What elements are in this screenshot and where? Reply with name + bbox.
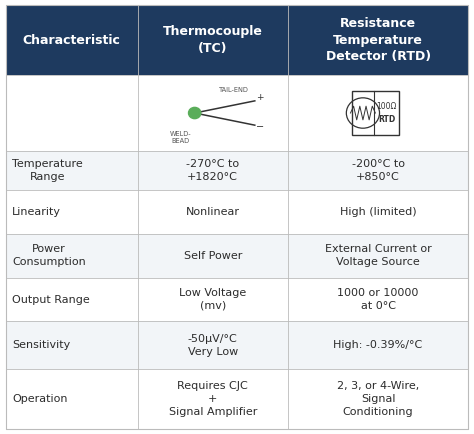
FancyBboxPatch shape [6, 234, 137, 278]
Text: High: -0.39%/°C: High: -0.39%/°C [334, 340, 423, 350]
Text: Temperature
Range: Temperature Range [12, 159, 83, 182]
FancyBboxPatch shape [137, 75, 288, 151]
FancyBboxPatch shape [288, 190, 468, 234]
FancyBboxPatch shape [288, 75, 468, 151]
FancyBboxPatch shape [6, 190, 137, 234]
Text: Self Power: Self Power [183, 251, 242, 261]
FancyBboxPatch shape [352, 91, 400, 135]
Text: Linearity: Linearity [12, 207, 61, 217]
Text: Nonlinear: Nonlinear [186, 207, 240, 217]
Text: External Current or
Voltage Source: External Current or Voltage Source [325, 244, 431, 267]
FancyBboxPatch shape [6, 278, 137, 322]
FancyBboxPatch shape [288, 234, 468, 278]
Text: 1000 or 10000
at 0°C: 1000 or 10000 at 0°C [337, 288, 419, 311]
FancyBboxPatch shape [137, 5, 288, 75]
Text: Thermocouple
(TC): Thermocouple (TC) [163, 26, 263, 55]
FancyBboxPatch shape [6, 369, 137, 429]
FancyBboxPatch shape [137, 369, 288, 429]
FancyBboxPatch shape [6, 5, 137, 75]
FancyBboxPatch shape [288, 322, 468, 369]
FancyBboxPatch shape [6, 151, 137, 190]
Text: Power
Consumption: Power Consumption [12, 244, 86, 267]
FancyBboxPatch shape [288, 151, 468, 190]
FancyBboxPatch shape [137, 190, 288, 234]
FancyBboxPatch shape [288, 5, 468, 75]
Text: Sensitivity: Sensitivity [12, 340, 71, 350]
Text: RTD: RTD [378, 115, 395, 125]
FancyBboxPatch shape [6, 322, 137, 369]
FancyBboxPatch shape [137, 234, 288, 278]
Text: +: + [256, 93, 263, 102]
Text: Output Range: Output Range [12, 295, 90, 305]
Text: Operation: Operation [12, 394, 68, 404]
Text: -200°C to
+850°C: -200°C to +850°C [352, 159, 405, 182]
Text: Characteristic: Characteristic [23, 34, 120, 47]
Text: 100Ω: 100Ω [376, 102, 397, 112]
Text: Resistance
Temperature
Detector (RTD): Resistance Temperature Detector (RTD) [326, 17, 431, 63]
Text: −: − [256, 122, 264, 132]
Text: -270°C to
+1820°C: -270°C to +1820°C [186, 159, 239, 182]
Text: -50μV/°C
Very Low: -50μV/°C Very Low [188, 334, 238, 357]
Text: High (limited): High (limited) [340, 207, 417, 217]
Text: 2, 3, or 4-Wire,
Signal
Conditioning: 2, 3, or 4-Wire, Signal Conditioning [337, 381, 419, 417]
FancyBboxPatch shape [288, 369, 468, 429]
Text: Requires CJC
+
Signal Amplifier: Requires CJC + Signal Amplifier [169, 381, 257, 417]
Text: Low Voltage
(mv): Low Voltage (mv) [179, 288, 246, 311]
FancyBboxPatch shape [6, 75, 137, 151]
FancyBboxPatch shape [137, 278, 288, 322]
FancyBboxPatch shape [288, 278, 468, 322]
FancyBboxPatch shape [137, 322, 288, 369]
Text: TAIL-END: TAIL-END [219, 87, 249, 93]
Text: WELD-
BEAD: WELD- BEAD [170, 131, 191, 144]
FancyBboxPatch shape [137, 151, 288, 190]
Circle shape [189, 107, 201, 118]
